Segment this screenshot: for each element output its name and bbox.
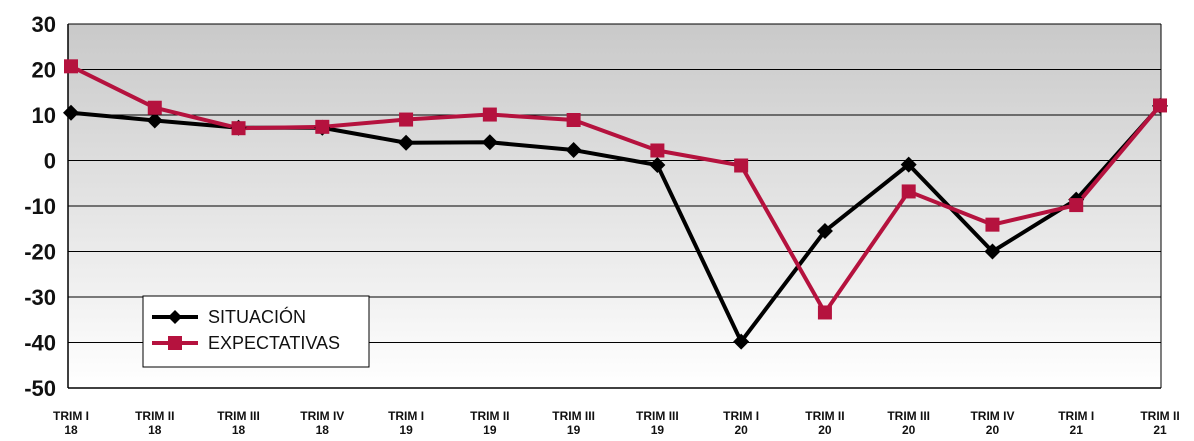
data-point-expectativas (566, 113, 581, 128)
x-tick-label: TRIM III 19 (552, 409, 595, 437)
data-point-expectativas (901, 184, 916, 199)
data-point-situacion (63, 104, 79, 121)
data-point-expectativas (734, 158, 749, 173)
x-tick-label: TRIM I 21 (1058, 409, 1094, 437)
y-axis: 30 20 10 0 -10 -20 -30 -40 -50 (24, 12, 1162, 401)
y-tick-label: 10 (32, 103, 56, 128)
x-tick-label: TRIM IV 20 (970, 409, 1014, 437)
data-point-expectativas (482, 107, 497, 122)
x-tick-label: TRIM II 18 (135, 409, 174, 437)
y-tick-label: 0 (44, 149, 56, 174)
x-tick-label: TRIM III 20 (887, 409, 930, 437)
data-point-situacion (816, 223, 833, 240)
y-tick-label: -10 (24, 194, 56, 219)
data-point-expectativas (399, 112, 414, 127)
legend-label-expectativas: EXPECTATIVAS (208, 333, 340, 353)
data-point-situacion (481, 134, 498, 151)
y-tick-label: -20 (24, 240, 56, 265)
data-point-expectativas (817, 305, 832, 320)
y-tick-label: -30 (24, 285, 56, 310)
data-point-expectativas (1069, 198, 1084, 213)
x-tick-label: TRIM I 18 (53, 409, 89, 437)
data-point-situacion (900, 156, 917, 173)
legend-marker-square (168, 336, 182, 350)
data-point-expectativas (315, 119, 330, 134)
data-point-expectativas (231, 121, 246, 136)
data-point-situacion (984, 243, 1001, 260)
x-tick-label: TRIM II 19 (470, 409, 509, 437)
y-tick-label: -50 (24, 376, 56, 401)
x-tick-label: TRIM III 18 (217, 409, 260, 437)
x-tick-label: TRIM I 19 (388, 409, 424, 437)
x-tick-label: TRIM II 21 (1140, 409, 1179, 437)
legend-box (142, 295, 370, 368)
x-tick-label: TRIM I 20 (723, 409, 759, 437)
series-line-expectativas (70, 64, 1162, 315)
legend-label-situacion: SITUACIÓN (208, 306, 306, 327)
data-point-expectativas (1153, 98, 1167, 113)
data-point-situacion (398, 134, 415, 151)
legend-marker-diamond (168, 310, 182, 324)
y-tick-label: -40 (24, 331, 56, 356)
data-point-situacion (565, 142, 582, 159)
x-tick-label: TRIM II 20 (805, 409, 844, 437)
x-tick-label: TRIM III 19 (636, 409, 679, 437)
x-axis: TRIM I 18 TRIM II 18 TRIM III 18 TRIM IV 18 TRIM… (53, 387, 1180, 437)
y-tick-label: 20 (32, 58, 56, 83)
data-point-situacion (733, 333, 750, 350)
y-tick-label: 30 (32, 12, 56, 37)
data-point-expectativas (64, 59, 78, 74)
series-layer (63, 59, 1168, 350)
legend: SITUACIÓN EXPECTATIVAS (142, 295, 370, 368)
x-tick-label: TRIM IV 18 (300, 409, 344, 437)
data-point-situacion (649, 157, 666, 174)
data-point-expectativas (650, 143, 665, 158)
data-point-situacion (146, 112, 163, 129)
data-point-expectativas (985, 217, 1000, 232)
data-point-expectativas (147, 100, 162, 115)
